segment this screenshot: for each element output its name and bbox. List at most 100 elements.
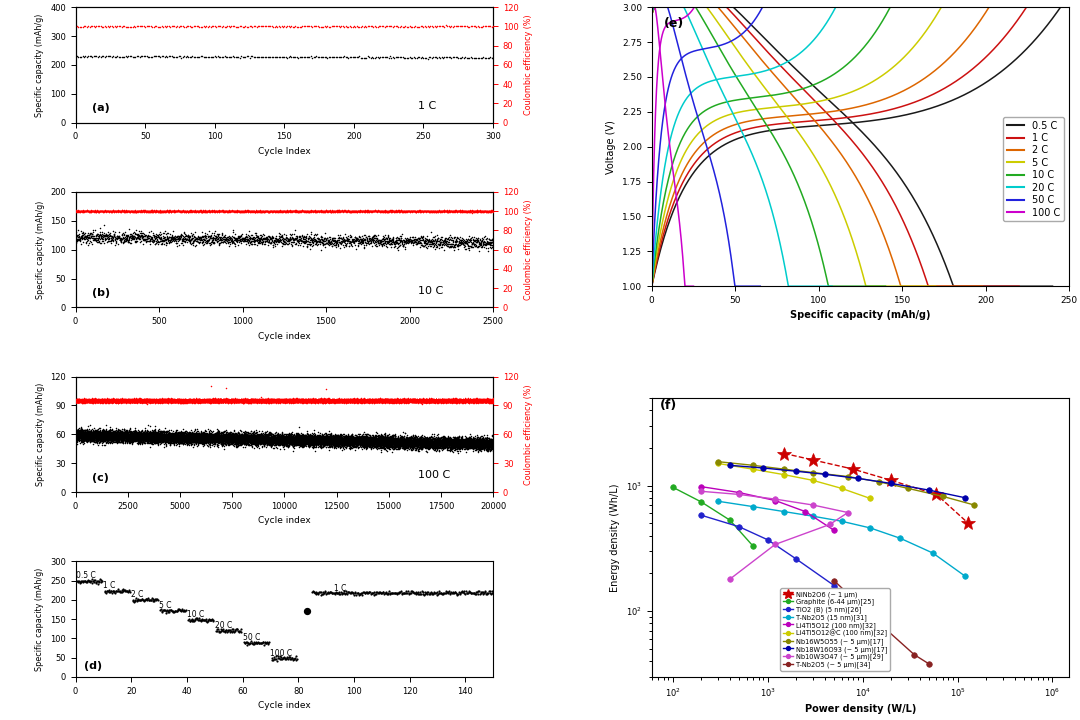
- Point: [184, 441, 201, 452]
- Point: [274, 433, 292, 445]
- Point: [143, 231, 160, 243]
- Point: [321, 396, 338, 408]
- Point: [271, 395, 288, 407]
- Point: [340, 395, 357, 407]
- Point: [424, 441, 442, 452]
- Point: [347, 395, 364, 406]
- Point: [204, 395, 221, 406]
- Point: [289, 428, 307, 439]
- Point: [85, 433, 103, 444]
- Point: [280, 205, 297, 217]
- Point: [399, 433, 416, 445]
- Point: [252, 394, 269, 405]
- Point: [99, 432, 117, 444]
- Point: [228, 396, 245, 408]
- Point: [103, 429, 120, 441]
- Point: [279, 395, 296, 407]
- Point: [378, 436, 395, 448]
- Point: [282, 434, 299, 446]
- Point: [188, 428, 205, 440]
- Point: [443, 434, 460, 446]
- Point: [388, 438, 405, 450]
- Point: [272, 395, 289, 406]
- Point: [171, 395, 188, 406]
- Point: [438, 395, 456, 407]
- Point: [114, 432, 132, 444]
- Point: [178, 236, 195, 248]
- Point: [224, 396, 241, 408]
- Point: [443, 440, 460, 451]
- Point: [475, 395, 492, 407]
- Point: [284, 392, 301, 404]
- Point: [200, 396, 217, 408]
- Point: [356, 432, 374, 444]
- Point: [274, 430, 292, 441]
- Point: [402, 433, 419, 444]
- Point: [174, 395, 191, 406]
- Point: [237, 434, 254, 446]
- Point: [229, 396, 246, 408]
- Point: [240, 431, 257, 443]
- Point: [294, 235, 311, 247]
- Point: [181, 396, 199, 408]
- Point: [216, 395, 233, 407]
- Point: [145, 431, 162, 443]
- Point: [284, 395, 301, 406]
- Point: [186, 395, 203, 407]
- Point: [380, 436, 397, 448]
- Point: [353, 396, 370, 408]
- Point: [238, 438, 255, 449]
- Point: [190, 431, 207, 442]
- Point: [200, 431, 217, 443]
- Point: [388, 440, 405, 451]
- Point: [338, 394, 355, 405]
- Point: [228, 433, 245, 445]
- Point: [366, 20, 383, 32]
- Point: [141, 429, 159, 441]
- Point: [340, 395, 357, 406]
- Point: [403, 395, 420, 406]
- Point: [482, 441, 499, 453]
- Point: [284, 396, 301, 408]
- Point: [138, 395, 156, 407]
- Point: [111, 394, 129, 405]
- Point: [106, 430, 123, 441]
- Point: [284, 433, 301, 444]
- Point: [103, 395, 120, 406]
- Point: [390, 434, 407, 446]
- Point: [78, 395, 95, 407]
- Point: [389, 438, 406, 449]
- Point: [406, 206, 423, 217]
- Point: [265, 438, 282, 450]
- Point: [315, 433, 333, 445]
- Point: [193, 431, 211, 443]
- Point: [132, 395, 149, 407]
- Point: [356, 233, 374, 245]
- Point: [81, 434, 98, 446]
- Point: [482, 52, 499, 63]
- Point: [300, 396, 318, 408]
- Point: [455, 437, 472, 449]
- Point: [69, 428, 86, 440]
- Point: [140, 395, 158, 406]
- Point: [246, 436, 264, 448]
- Point: [267, 395, 284, 406]
- Point: [383, 396, 401, 408]
- Point: [407, 431, 424, 442]
- Point: [325, 395, 342, 407]
- Point: [455, 395, 472, 407]
- Point: [475, 587, 492, 598]
- Point: [194, 434, 212, 446]
- Point: [420, 394, 437, 405]
- Point: [222, 205, 240, 217]
- Point: [432, 440, 449, 451]
- Point: [448, 433, 465, 445]
- Point: [192, 395, 210, 407]
- Point: [205, 233, 222, 244]
- Point: [440, 394, 457, 405]
- Point: [180, 395, 198, 406]
- Point: [310, 395, 327, 406]
- Point: [428, 395, 445, 406]
- Point: [151, 395, 168, 407]
- Point: [445, 395, 462, 407]
